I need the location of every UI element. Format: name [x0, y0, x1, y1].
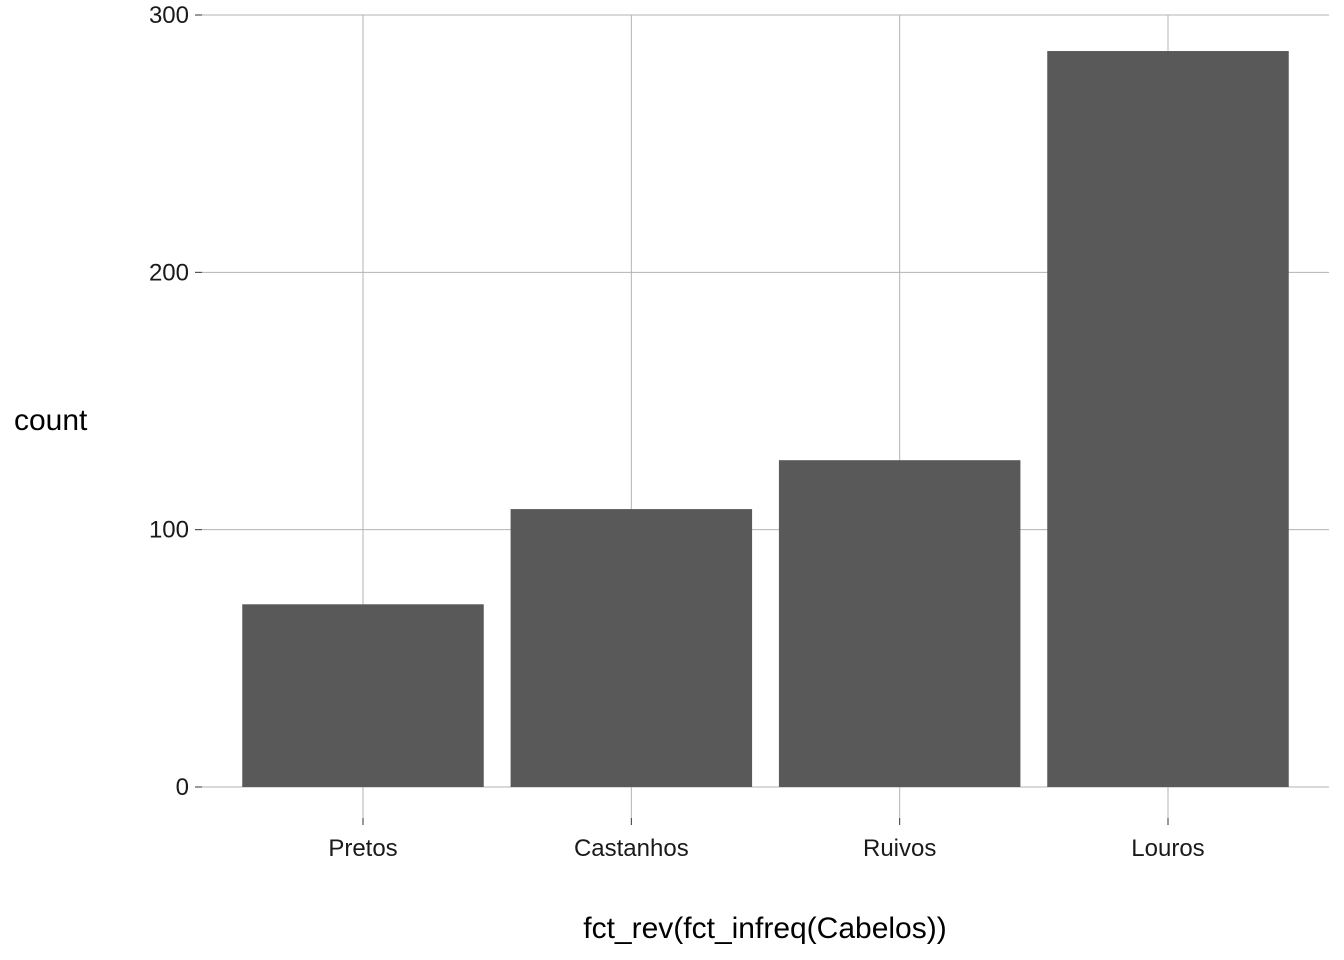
bar-layer	[242, 51, 1289, 787]
bar-castanhos	[510, 509, 753, 787]
axis-layer: 0 100 200 300 Pretos Castanhos Ruivos Louros	[149, 2, 1205, 862]
x-tick-label-castanhos: Castanhos	[574, 835, 689, 862]
x-axis-title: fct_rev(fct_infreq(Cabelos))	[583, 912, 946, 945]
y-tick-label: 0	[176, 774, 189, 801]
bar-pretos	[242, 604, 484, 787]
y-axis-title: count	[14, 404, 88, 437]
bar-louros	[1047, 51, 1289, 787]
x-tick-label-ruivos: Ruivos	[863, 835, 936, 862]
x-tick-label-pretos: Pretos	[328, 835, 397, 862]
y-tick-label: 200	[149, 259, 189, 286]
y-tick-label: 100	[149, 517, 189, 544]
y-tick-label: 300	[149, 2, 189, 29]
bar-ruivos	[778, 460, 1021, 787]
x-tick-label-louros: Louros	[1131, 835, 1204, 862]
